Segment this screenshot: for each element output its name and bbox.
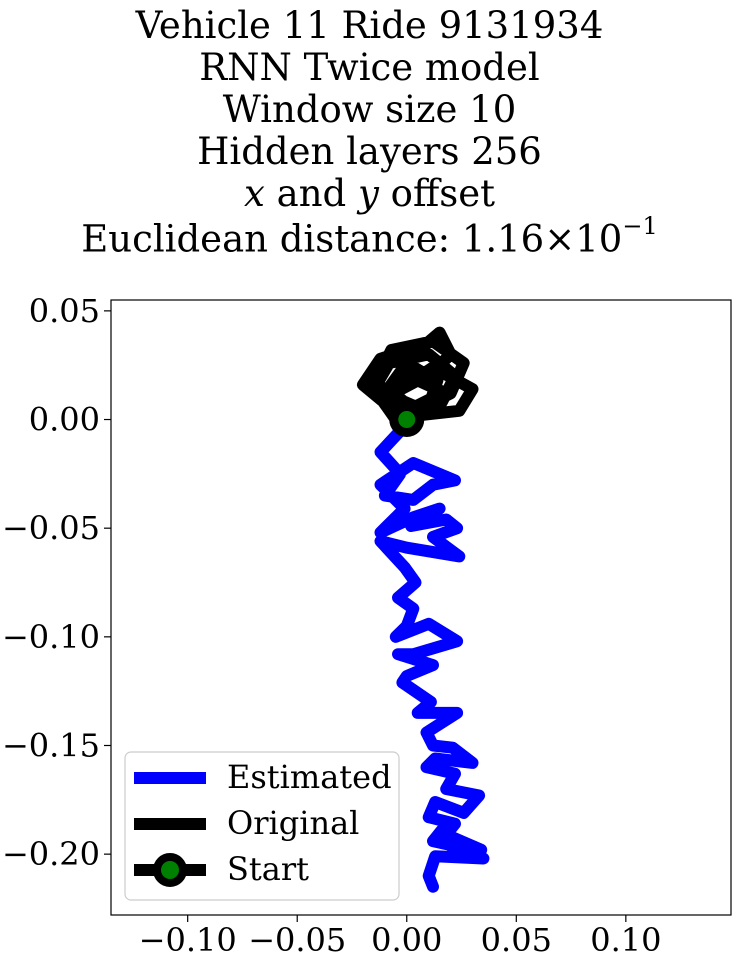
- series-layer: [356, 326, 490, 893]
- x-tick-label: 0.05: [481, 921, 552, 959]
- y-tick-label: −0.05: [2, 509, 100, 547]
- y-tick-label: −0.10: [2, 618, 100, 656]
- title-var-x: x: [244, 172, 265, 215]
- series-original-line: [356, 326, 479, 426]
- legend-label-estimated: Estimated: [227, 758, 392, 796]
- legend-label-original: Original: [227, 804, 359, 842]
- title-times: ×: [544, 217, 576, 261]
- legend-frame: [124, 751, 400, 901]
- y-tick-label: −0.15: [2, 726, 100, 764]
- title-distance-prefix: Euclidean distance: 1.16: [81, 217, 545, 261]
- title-offset: offset: [378, 172, 495, 215]
- legend: Estimated Original Start: [124, 751, 400, 901]
- y-tick-label: 0.00: [29, 401, 100, 439]
- title-and: and: [264, 172, 358, 215]
- title-line-4: Hidden layers 256: [197, 130, 542, 173]
- x-tick-label: 0.10: [590, 921, 661, 959]
- start-point-marker: [389, 402, 425, 438]
- title-line-2: RNN Twice model: [199, 46, 540, 89]
- title-line-6: Euclidean distance: 1.16×10−1: [0, 212, 739, 261]
- plot-frame: [110, 299, 732, 916]
- ticks-layer: −0.10 −0.05 0.00 0.05 0.10 0.05 0.00 −0.05 −0.10…: [2, 292, 662, 959]
- y-tick-label: −0.20: [2, 835, 100, 873]
- legend-label-start: Start: [227, 850, 309, 888]
- title-var-y: y: [358, 172, 379, 215]
- title-exponent: −1: [622, 212, 658, 240]
- legend-start-marker: [153, 853, 187, 887]
- x-tick-label: −0.10: [139, 921, 237, 959]
- title-base: 10: [575, 217, 623, 261]
- title-line-3: Window size 10: [222, 88, 517, 131]
- x-tick-label: 0.00: [371, 921, 442, 959]
- x-tick-label: −0.05: [248, 921, 346, 959]
- y-tick-label: 0.05: [29, 292, 100, 330]
- title-line-1: Vehicle 11 Ride 9131934: [135, 4, 604, 47]
- series-estimated-line: [374, 417, 490, 893]
- title-line-5: x and y offset: [0, 172, 739, 215]
